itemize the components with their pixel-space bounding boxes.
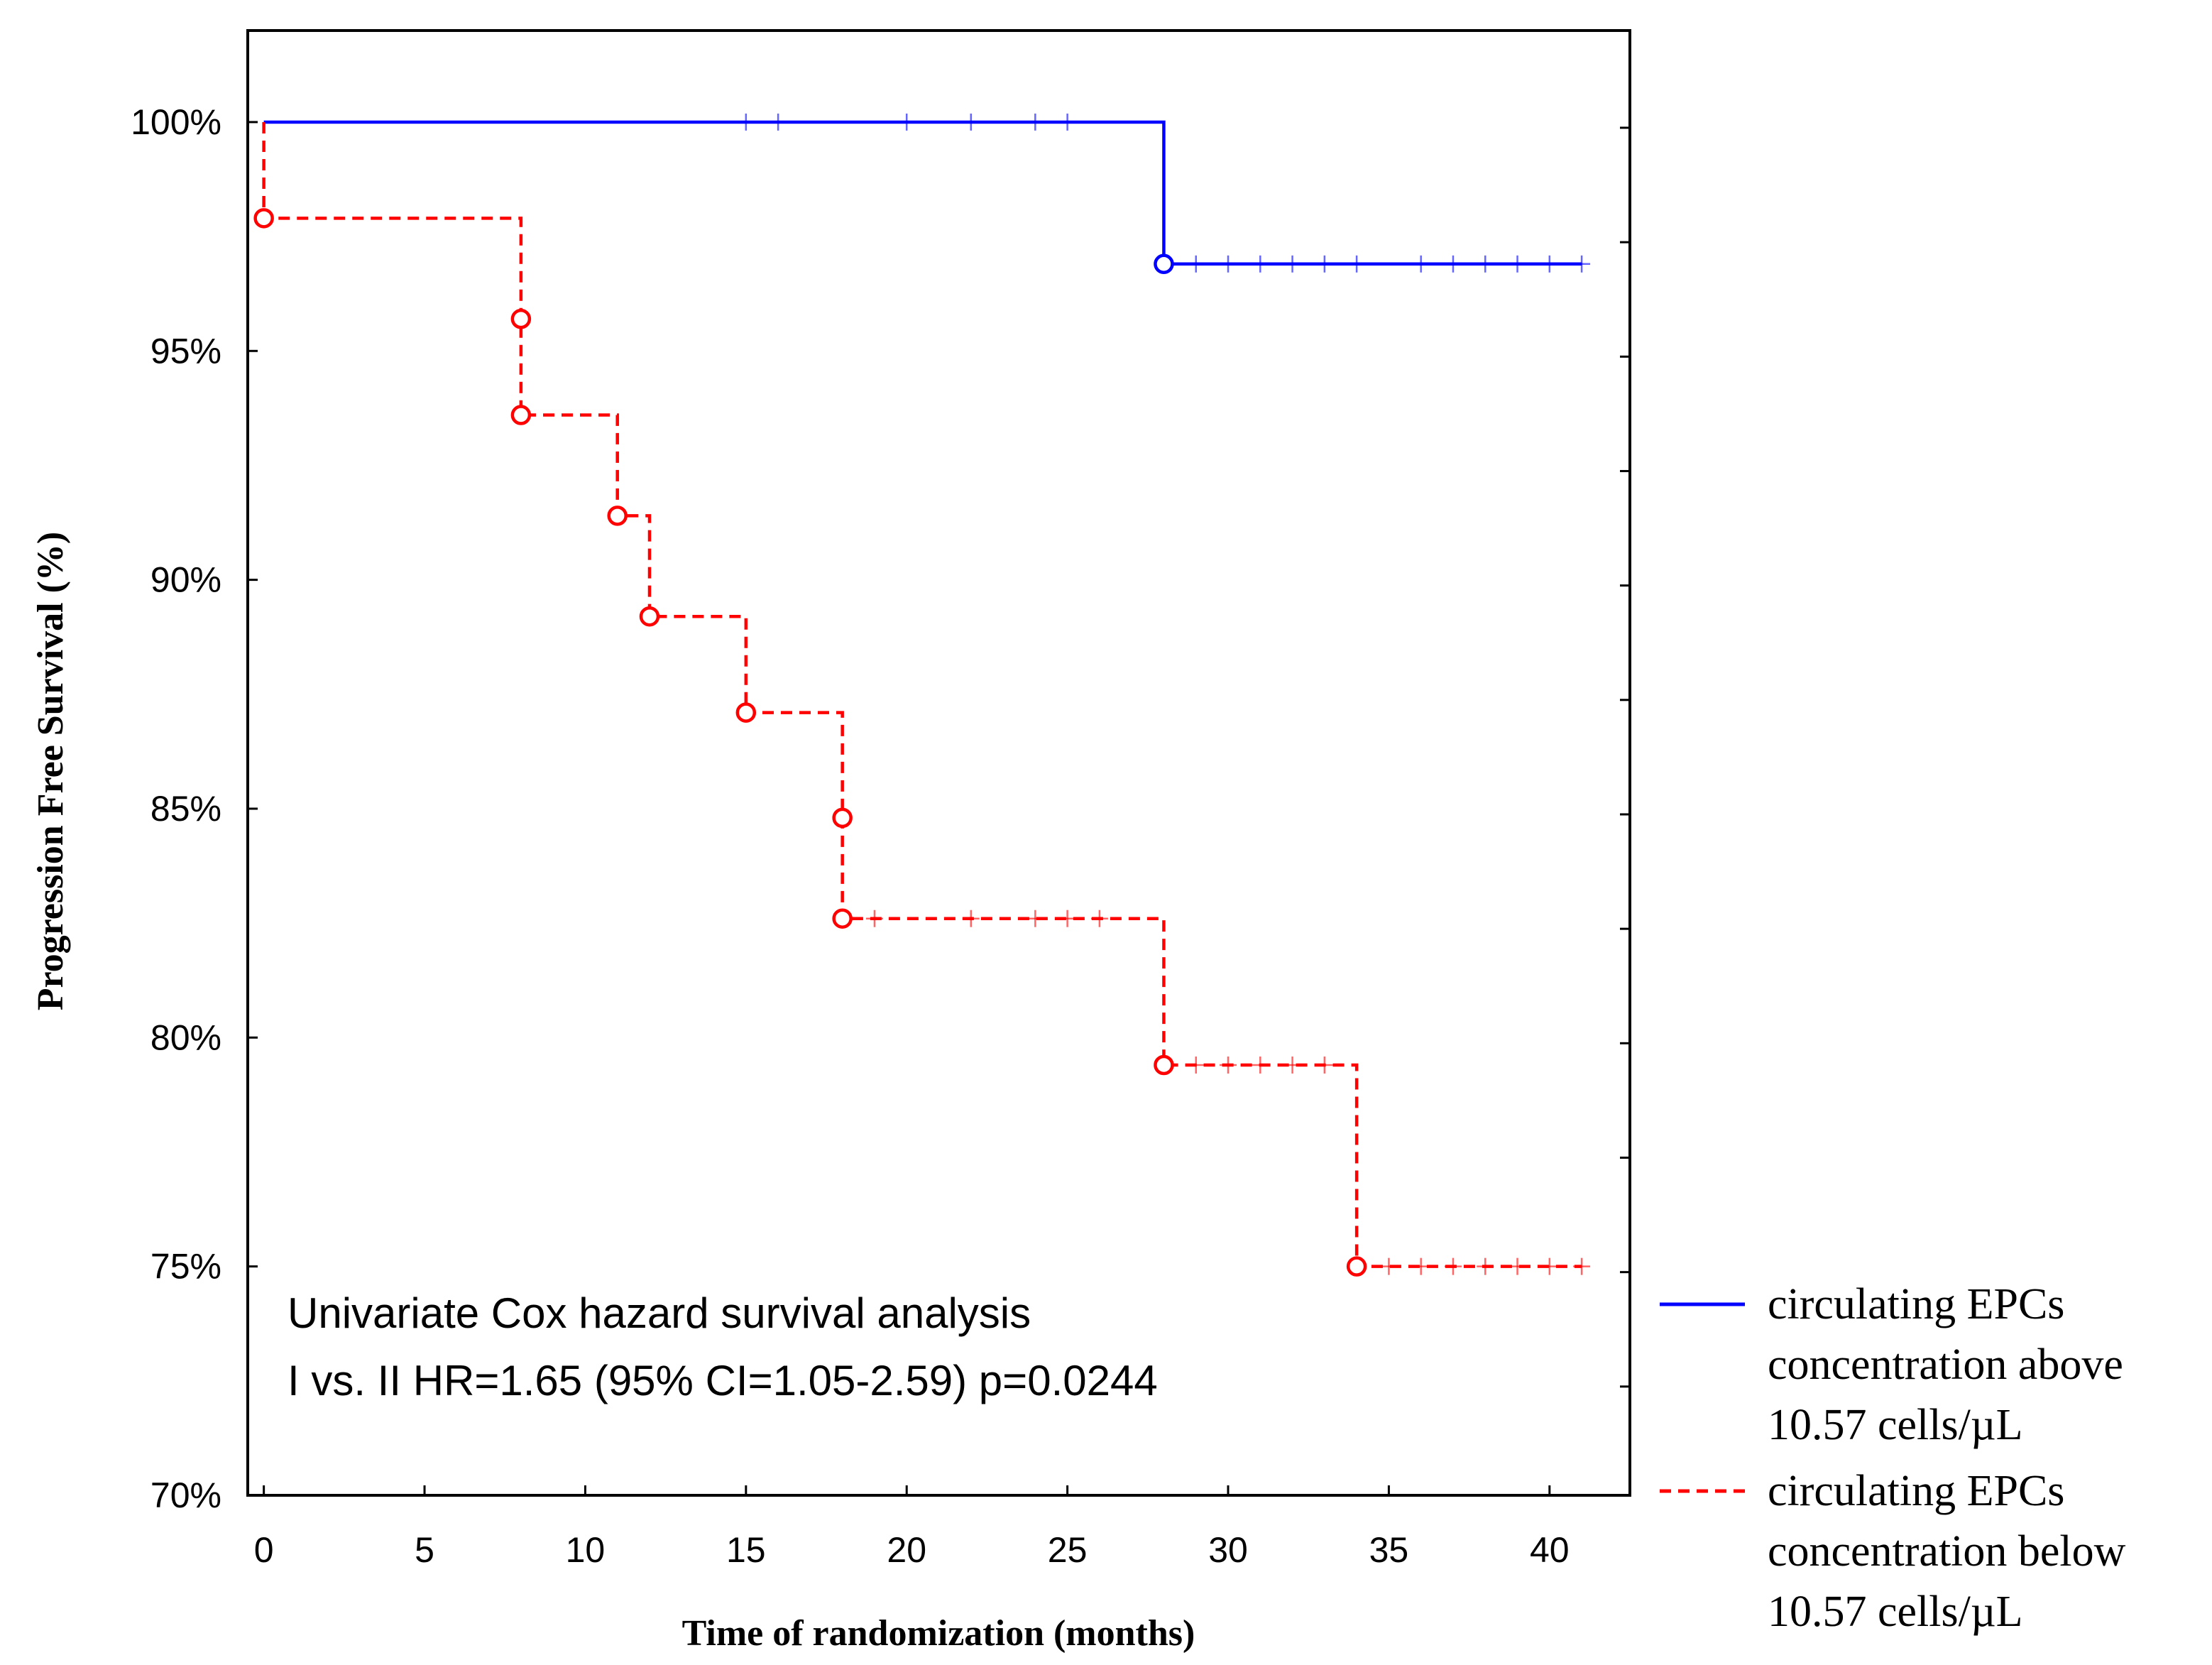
survival-curve (263, 120, 1582, 266)
legend-item-below: circulating EPCs concentration below 10.57… (1660, 1467, 2126, 1636)
x-tick-label: 10 (566, 1530, 606, 1570)
annotation-line-2: I vs. II HR=1.65 (95% CI=1.05-2.59) p=0.… (288, 1357, 1158, 1404)
y-tick-label: 95% (150, 331, 221, 371)
series-above (263, 113, 1591, 275)
legend-label: circulating EPCs (1768, 1280, 2064, 1328)
tick-labels: 0 5 10 15 20 25 30 35 40 70% 75% 80% 85% 90% 95% 100% (131, 102, 1570, 1570)
survival-curves (253, 113, 1591, 1277)
event-marker (1346, 1256, 1367, 1277)
event-marker (607, 506, 628, 526)
x-tick-label: 30 (1208, 1530, 1248, 1570)
x-tick-label: 0 (254, 1530, 274, 1570)
x-tick-label: 5 (415, 1530, 434, 1570)
legend-label: circulating EPCs (1768, 1467, 2064, 1515)
y-tick-label: 100% (131, 102, 221, 142)
y-tick-label: 70% (150, 1475, 221, 1515)
x-tick-label: 15 (726, 1530, 766, 1570)
legend: circulating EPCs concentration above 10.57… (1660, 1280, 2126, 1636)
series-below (253, 121, 1591, 1277)
x-tick-label: 40 (1530, 1530, 1570, 1570)
plot-frame (246, 29, 1631, 1497)
x-tick-label: 35 (1369, 1530, 1409, 1570)
x-axis-title: Time of randomization (months) (682, 1613, 1195, 1654)
legend-label: concentration below (1768, 1527, 2126, 1576)
event-marker (1154, 1054, 1174, 1076)
event-marker (253, 208, 274, 229)
event-marker (1154, 253, 1174, 275)
survival-curve (262, 121, 1582, 1268)
legend-label: 10.57 cells/µL (1768, 1401, 2022, 1449)
annotation-line-1: Univariate Cox hazard survival analysis (288, 1289, 1031, 1337)
event-marker (639, 606, 660, 627)
axis-ticks (248, 121, 1630, 1497)
legend-label: concentration above (1768, 1341, 2123, 1389)
event-marker (510, 405, 532, 425)
event-marker (510, 308, 532, 329)
y-tick-label: 80% (150, 1017, 221, 1057)
y-tick-label: 75% (150, 1247, 221, 1287)
y-tick-label: 90% (150, 560, 221, 600)
event-marker (832, 908, 853, 929)
legend-item-above: circulating EPCs concentration above 10.57… (1660, 1280, 2123, 1449)
x-tick-label: 20 (887, 1530, 926, 1570)
y-tick-label: 85% (150, 789, 221, 829)
y-axis-title: Progression Free Survival (%) (31, 532, 71, 1010)
event-marker (832, 807, 853, 829)
event-marker (735, 702, 757, 723)
legend-label: 10.57 cells/µL (1768, 1588, 2022, 1636)
x-tick-label: 25 (1048, 1530, 1088, 1570)
